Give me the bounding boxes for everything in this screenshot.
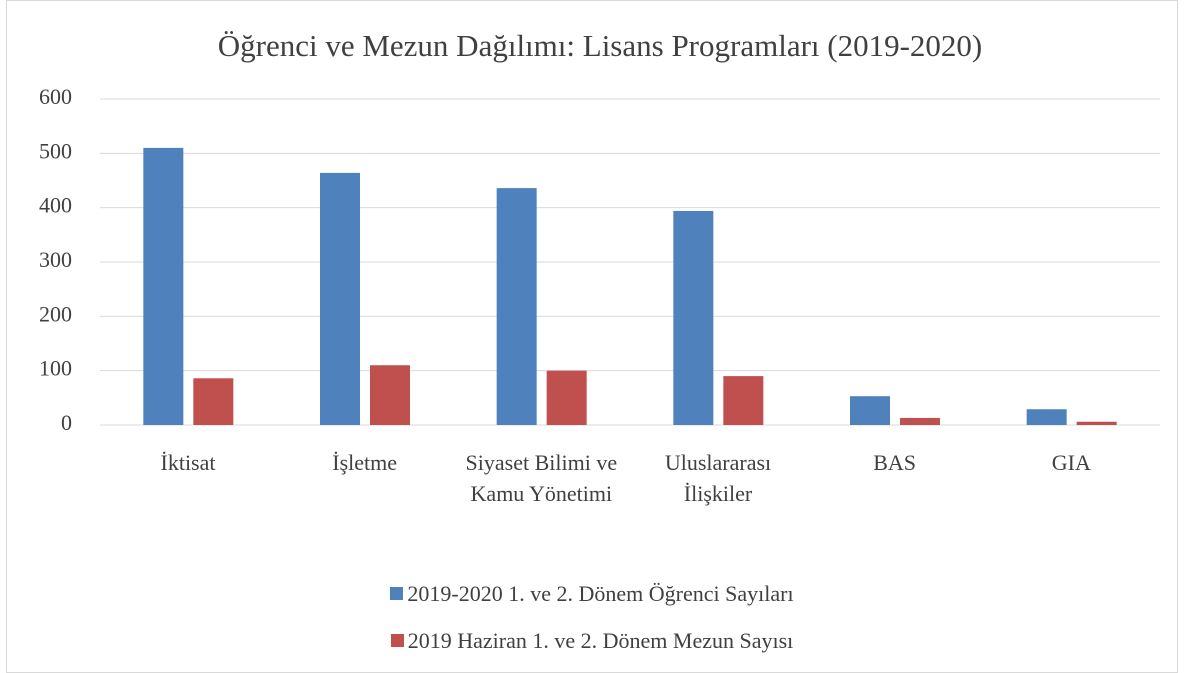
y-tick-label: 400: [39, 193, 72, 218]
bar: [370, 365, 410, 425]
y-tick-label: 600: [39, 84, 72, 109]
bar: [1026, 409, 1067, 425]
y-tick-label: 100: [39, 356, 72, 381]
y-tick-label: 0: [61, 410, 72, 435]
y-tick-label: 200: [39, 301, 72, 326]
legend-label: 2019-2020 1. ve 2. Dönem Öğrenci Sayılar…: [407, 580, 794, 606]
x-tick-label: Siyaset Bilimi ve Kamu Yönetimi: [465, 450, 618, 506]
legend-swatch: [390, 587, 404, 600]
x-tick-label: İktisat: [160, 450, 216, 475]
bar: [723, 376, 764, 425]
bar: [1076, 421, 1117, 425]
bar: [320, 172, 360, 425]
bar: [850, 396, 890, 425]
bar: [900, 417, 940, 425]
bar: [193, 378, 234, 425]
legend-item: 2019-2020 1. ve 2. Dönem Öğrenci Sayılar…: [0, 570, 1184, 617]
y-tick-label: 300: [39, 247, 72, 272]
x-tick-label: GIA: [1051, 450, 1091, 475]
bar: [143, 147, 184, 425]
bar: [673, 210, 714, 425]
x-tick-label: Uluslararası İlişkiler: [664, 450, 772, 506]
bar: [496, 188, 537, 425]
legend: 2019-2020 1. ve 2. Dönem Öğrenci Sayılar…: [0, 570, 1184, 664]
legend-item: 2019 Haziran 1. ve 2. Dönem Mezun Sayısı: [0, 617, 1184, 664]
y-tick-label: 500: [39, 138, 72, 163]
bar: [546, 370, 587, 425]
chart-title: Öğrenci ve Mezun Dağılımı: Lisans Progra…: [218, 28, 982, 63]
x-tick-label: İşletme: [332, 450, 398, 475]
x-tick-label: BAS: [873, 450, 917, 475]
legend-label: 2019 Haziran 1. ve 2. Dönem Mezun Sayısı: [407, 627, 794, 653]
legend-swatch: [390, 634, 404, 647]
chart-frame: [6, 0, 1178, 673]
